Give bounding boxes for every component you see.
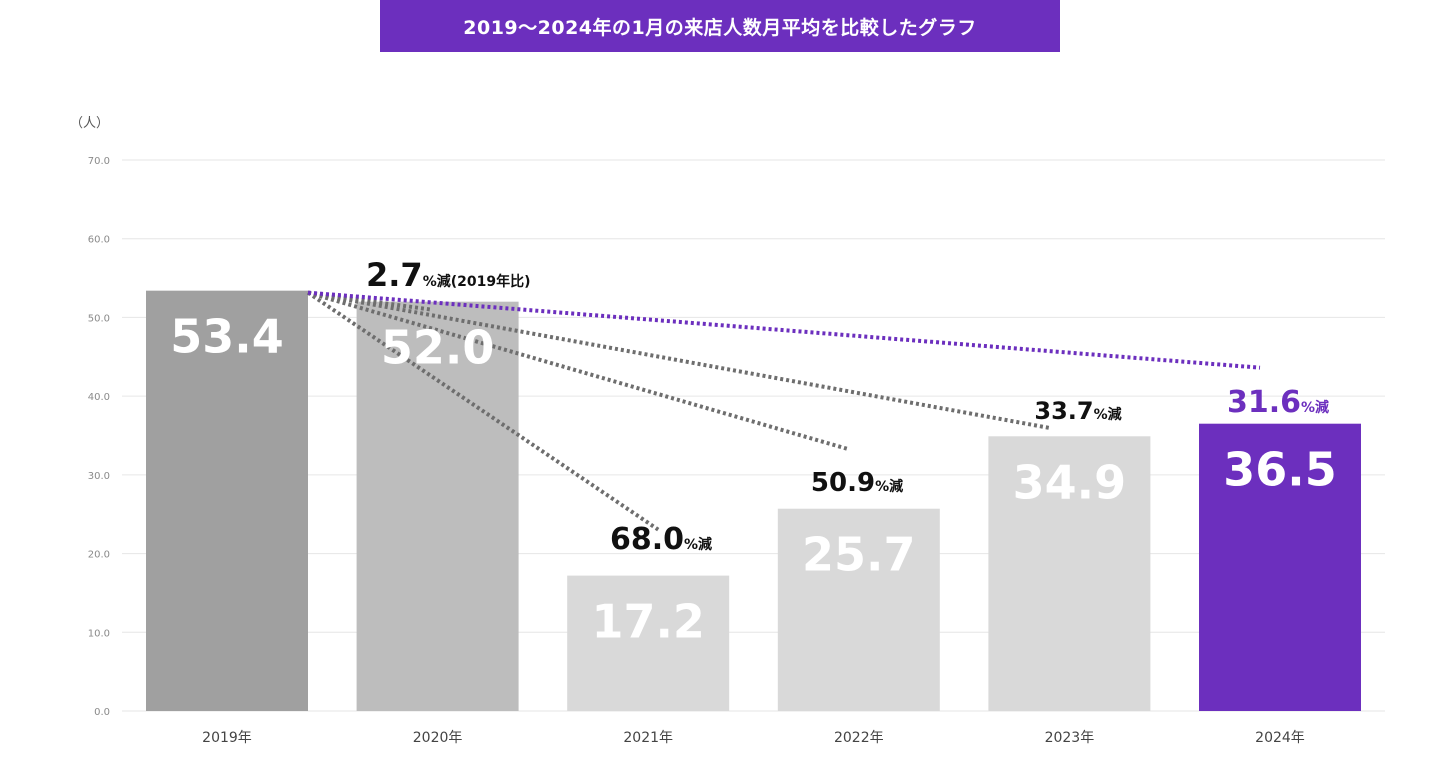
x-tick-label: 2023年: [1045, 730, 1095, 746]
bar-value-labels: 53.4 52.0 17.2 25.7 34.9 36.5: [170, 310, 1337, 649]
decrease-annotation: 33.7%減: [1034, 397, 1121, 425]
decrease-annotation: 31.6%減: [1227, 385, 1329, 420]
y-tick-label: 0.0: [94, 707, 110, 718]
decrease-suffix: %減(2019年比): [423, 273, 531, 290]
x-tick-label: 2019年: [202, 730, 252, 746]
decrease-value: 2.7: [366, 256, 423, 294]
decrease-value: 33.7: [1034, 397, 1093, 425]
bar: [1199, 423, 1361, 711]
y-tick-label: 50.0: [88, 313, 110, 324]
bar: [567, 575, 730, 711]
bar-value-label: 34.9: [1013, 455, 1127, 509]
decrease-value: 50.9: [811, 468, 875, 498]
y-tick-label: 10.0: [88, 628, 110, 639]
x-tick-label: 2022年: [834, 730, 884, 746]
decrease-annotation: 2.7%減(2019年比): [366, 256, 530, 294]
decrease-annotations: 2.7%減(2019年比)68.0%減50.9%減33.7%減 31.6%減: [366, 256, 1329, 557]
comparison-lines: [306, 290, 1261, 532]
bar-value-label: 52.0: [381, 321, 495, 375]
y-axis: 0.0 10.0 20.0 30.0 40.0 50.0 60.0 70.0: [88, 156, 110, 718]
decrease-value: 31.6: [1227, 385, 1301, 420]
bar: [146, 290, 308, 711]
bar-value-label: 17.2: [591, 595, 705, 649]
bar-value-label: 36.5: [1223, 443, 1337, 497]
decrease-annotation: 50.9%減: [811, 468, 903, 498]
x-tick-label: 2020年: [413, 730, 463, 746]
bar: [988, 436, 1151, 711]
y-tick-label: 40.0: [88, 392, 110, 403]
bar: [356, 301, 519, 711]
y-tick-label: 70.0: [88, 156, 110, 167]
y-tick-label: 30.0: [88, 471, 110, 482]
comparison-line: [306, 291, 660, 532]
y-tick-label: 60.0: [88, 235, 110, 246]
x-axis: 2019年 2020年 2021年 2022年 2023年 2024年: [202, 730, 1305, 746]
y-tick-label: 20.0: [88, 550, 110, 561]
decrease-annotation: 68.0%減: [610, 522, 712, 557]
bar: [777, 508, 940, 711]
decrease-suffix: %減: [1094, 406, 1122, 423]
bar-value-label: 25.7: [802, 528, 916, 582]
x-tick-label: 2021年: [623, 730, 673, 746]
grid-lines: [122, 159, 1385, 712]
bars: [146, 290, 1361, 711]
decrease-value: 68.0: [610, 522, 684, 557]
decrease-suffix: %減: [875, 478, 903, 495]
y-axis-unit-label: （人）: [70, 116, 109, 131]
decrease-suffix: %減: [684, 536, 712, 553]
chart-title: 2019〜2024年の1月の来店人数月平均を比較したグラフ: [380, 0, 1060, 52]
x-tick-label: 2024年: [1255, 730, 1305, 746]
bar-value-label: 53.4: [170, 310, 284, 364]
decrease-suffix: %減: [1301, 399, 1329, 416]
